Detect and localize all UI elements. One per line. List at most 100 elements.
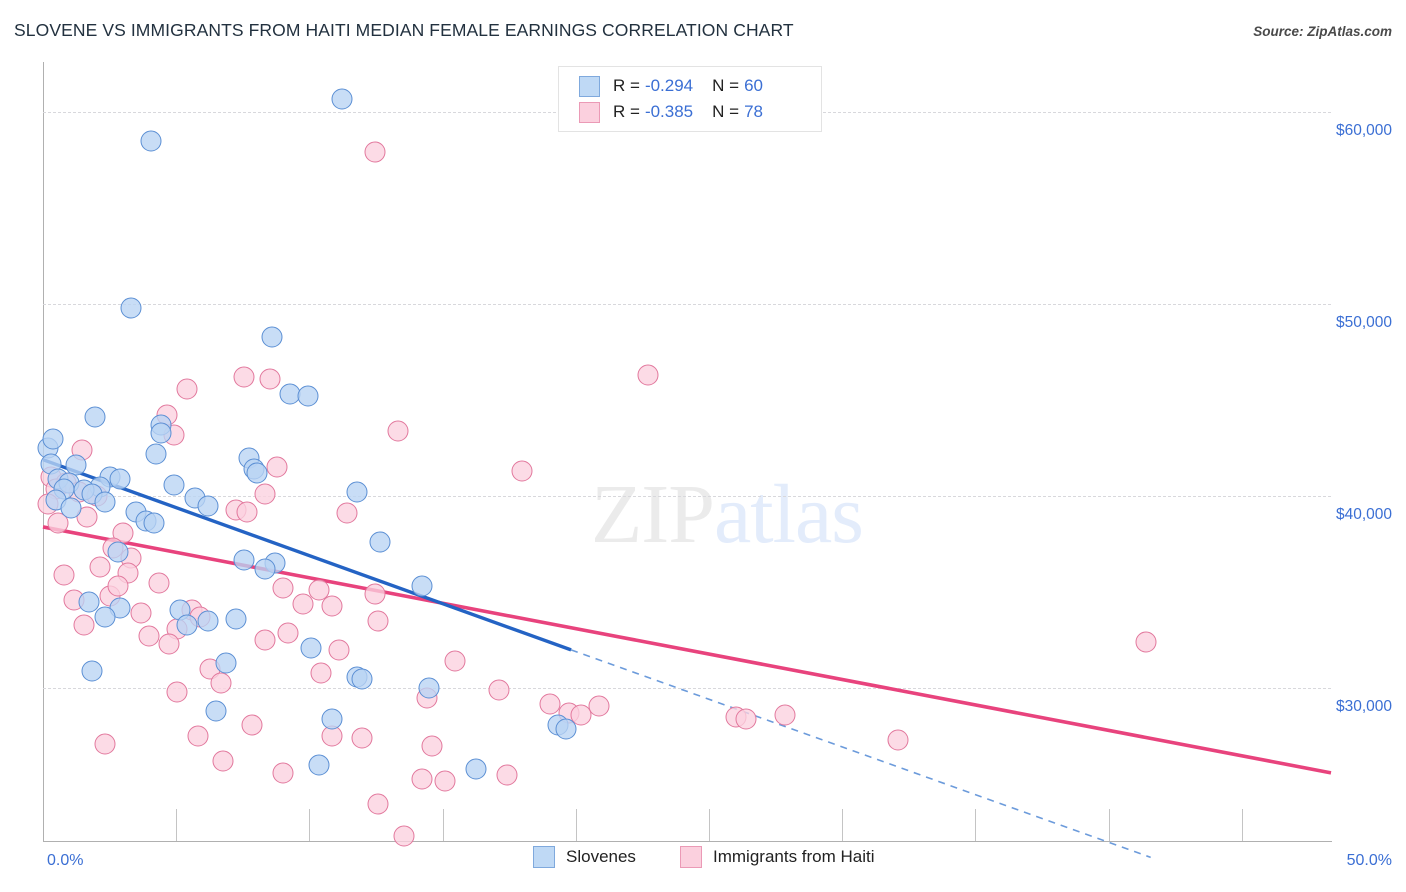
data-point-haiti[interactable] — [887, 729, 909, 751]
data-point-haiti[interactable] — [210, 672, 232, 694]
data-point-slovenes[interactable] — [351, 668, 373, 690]
data-point-slovenes[interactable] — [109, 468, 131, 490]
x-axis-min-label: 0.0% — [47, 852, 84, 869]
data-point-haiti[interactable] — [233, 366, 255, 388]
data-point-haiti[interactable] — [166, 681, 188, 703]
series-label-haiti: Immigrants from Haiti — [713, 847, 875, 866]
data-point-slovenes[interactable] — [321, 708, 342, 730]
data-point-slovenes[interactable] — [308, 754, 330, 776]
data-point-haiti[interactable] — [158, 633, 180, 655]
data-point-haiti[interactable] — [76, 506, 98, 528]
data-point-haiti[interactable] — [254, 629, 276, 651]
data-point-slovenes[interactable] — [145, 443, 167, 465]
data-point-slovenes[interactable] — [140, 130, 162, 152]
data-point-slovenes[interactable] — [150, 422, 172, 444]
data-point-slovenes[interactable] — [225, 608, 247, 630]
data-point-slovenes[interactable] — [81, 660, 103, 682]
data-point-haiti[interactable] — [421, 735, 443, 757]
trendline-slovenes-extension — [570, 649, 1151, 859]
data-point-slovenes[interactable] — [107, 541, 129, 563]
data-point-haiti[interactable] — [735, 708, 757, 730]
data-point-haiti[interactable] — [1135, 631, 1157, 653]
data-point-haiti[interactable] — [496, 764, 518, 786]
data-point-slovenes[interactable] — [42, 428, 64, 450]
data-point-haiti[interactable] — [367, 610, 389, 632]
data-point-haiti[interactable] — [241, 714, 263, 736]
x-axis-tick — [975, 809, 977, 841]
data-point-slovenes[interactable] — [300, 637, 322, 659]
data-point-haiti[interactable] — [539, 693, 561, 715]
data-point-slovenes[interactable] — [78, 591, 100, 613]
data-point-slovenes[interactable] — [246, 462, 268, 484]
data-point-haiti[interactable] — [411, 768, 433, 790]
data-point-haiti[interactable] — [53, 564, 75, 586]
data-point-slovenes[interactable] — [233, 549, 255, 571]
data-point-haiti[interactable] — [393, 825, 415, 847]
data-point-haiti[interactable] — [570, 704, 592, 726]
data-point-haiti[interactable] — [272, 577, 294, 599]
x-axis-tick — [442, 809, 444, 841]
plot-area: ZIPatlas — [37, 62, 1332, 859]
data-point-haiti[interactable] — [387, 420, 409, 442]
data-point-haiti[interactable] — [488, 679, 510, 701]
data-point-slovenes[interactable] — [197, 495, 219, 517]
data-point-haiti[interactable] — [259, 368, 281, 390]
data-point-haiti[interactable] — [336, 502, 358, 524]
data-point-haiti[interactable] — [107, 575, 129, 597]
data-point-slovenes[interactable] — [369, 531, 391, 553]
data-point-haiti[interactable] — [321, 595, 342, 617]
data-point-haiti[interactable] — [774, 704, 796, 726]
data-point-slovenes[interactable] — [555, 718, 577, 740]
data-point-slovenes[interactable] — [143, 512, 165, 534]
data-point-haiti[interactable] — [364, 583, 386, 605]
data-point-slovenes[interactable] — [176, 614, 198, 636]
data-point-slovenes[interactable] — [411, 575, 433, 597]
data-point-haiti[interactable] — [588, 695, 610, 717]
data-point-haiti[interactable] — [94, 733, 116, 755]
data-point-haiti[interactable] — [328, 639, 350, 661]
data-point-slovenes[interactable] — [94, 606, 116, 628]
data-point-haiti[interactable] — [444, 650, 466, 672]
data-point-haiti[interactable] — [272, 762, 294, 784]
data-point-haiti[interactable] — [236, 501, 257, 523]
data-point-haiti[interactable] — [148, 572, 170, 594]
data-point-slovenes[interactable] — [60, 497, 82, 519]
data-point-haiti[interactable] — [292, 593, 314, 615]
data-point-slovenes[interactable] — [331, 88, 353, 109]
data-point-haiti[interactable] — [212, 750, 234, 772]
data-point-haiti[interactable] — [367, 793, 389, 815]
data-point-haiti[interactable] — [266, 456, 288, 478]
data-point-slovenes[interactable] — [261, 326, 283, 348]
data-point-slovenes[interactable] — [84, 406, 106, 428]
data-point-haiti[interactable] — [130, 602, 152, 624]
data-point-slovenes[interactable] — [215, 652, 237, 674]
data-point-haiti[interactable] — [277, 622, 299, 644]
data-point-slovenes[interactable] — [197, 610, 219, 632]
data-point-haiti[interactable] — [89, 556, 111, 578]
data-point-slovenes[interactable] — [120, 297, 142, 319]
data-point-haiti[interactable] — [364, 141, 386, 163]
data-point-haiti[interactable] — [434, 770, 456, 792]
data-point-haiti[interactable] — [637, 364, 659, 386]
data-point-slovenes[interactable] — [163, 474, 185, 496]
data-point-haiti[interactable] — [254, 483, 276, 505]
data-point-slovenes[interactable] — [94, 491, 116, 513]
data-point-haiti[interactable] — [187, 725, 209, 747]
data-point-haiti[interactable] — [73, 614, 95, 636]
data-point-slovenes[interactable] — [254, 558, 276, 580]
data-point-haiti[interactable] — [47, 512, 69, 534]
data-point-haiti[interactable] — [351, 727, 373, 749]
series-legend-slovenes[interactable]: Slovenes — [533, 846, 636, 868]
data-point-haiti[interactable] — [138, 625, 160, 647]
series-legend-haiti[interactable]: Immigrants from Haiti — [680, 846, 875, 868]
data-point-slovenes[interactable] — [205, 700, 227, 722]
stats-legend-row-slovenes: R = -0.294 N = 60 — [579, 74, 763, 98]
data-point-slovenes[interactable] — [465, 758, 487, 780]
data-point-slovenes[interactable] — [346, 481, 368, 503]
data-point-haiti[interactable] — [308, 579, 330, 601]
data-point-haiti[interactable] — [176, 378, 198, 400]
data-point-slovenes[interactable] — [297, 385, 319, 407]
data-point-haiti[interactable] — [511, 460, 533, 482]
data-point-slovenes[interactable] — [418, 677, 440, 699]
data-point-haiti[interactable] — [310, 662, 332, 684]
